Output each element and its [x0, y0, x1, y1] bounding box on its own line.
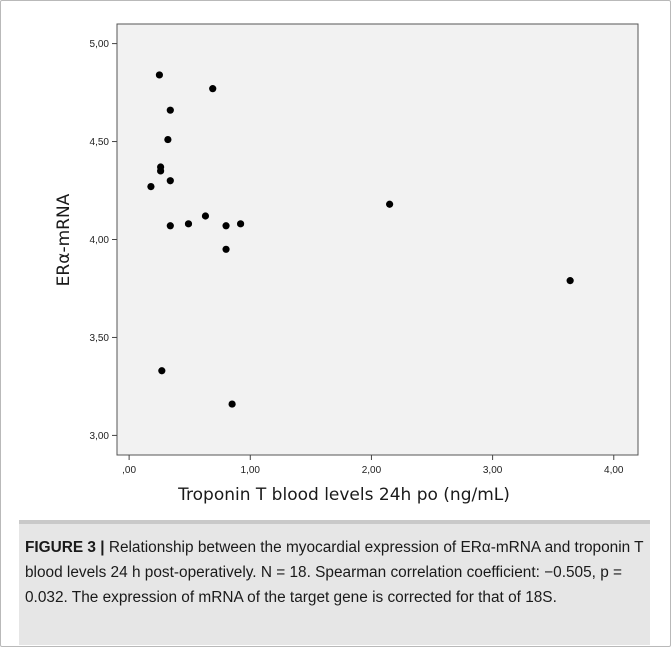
data-point	[228, 400, 236, 408]
y-tick-label: 3,50	[90, 333, 110, 344]
data-point	[158, 367, 166, 375]
x-tick-label: 1,00	[241, 465, 261, 476]
scatter-chart: 3,00 3,50 4,00 4,50 5,00 ,00 1,00 2,00 3,00 4,00…	[54, 23, 639, 505]
data-point	[386, 200, 394, 208]
figure-caption: FIGURE 3 | Relationship between the myoc…	[19, 520, 650, 645]
y-axis: 3,00 3,50 4,00 4,50 5,00	[90, 39, 117, 442]
data-point	[166, 177, 174, 185]
caption-body: Relationship between the myocardial expr…	[25, 539, 644, 606]
figure-label: FIGURE 3 |	[25, 539, 105, 556]
data-point	[201, 212, 210, 220]
y-tick-label: 4,50	[90, 137, 110, 148]
x-tick-label: 3,00	[483, 465, 503, 476]
data-point	[566, 277, 574, 285]
data-point	[147, 183, 155, 191]
data-point	[209, 85, 217, 93]
y-tick-label: 3,00	[90, 431, 110, 442]
y-tick-label: 5,00	[90, 39, 110, 50]
x-axis-title: Troponin T blood levels 24h po (ng/mL)	[177, 485, 510, 505]
data-point	[166, 222, 174, 230]
y-tick-label: 4,00	[90, 235, 110, 246]
caption-text: FIGURE 3 | Relationship between the myoc…	[25, 535, 644, 610]
data-point	[236, 220, 245, 228]
plot-area	[116, 23, 639, 456]
data-points	[147, 71, 574, 408]
x-tick-label: 2,00	[362, 465, 382, 476]
x-tick-label: 4,00	[604, 465, 624, 476]
data-point	[184, 220, 193, 228]
data-point	[222, 222, 230, 230]
y-axis-title: ERα-mRNA	[54, 193, 74, 286]
x-axis: ,00 1,00 2,00 3,00 4,00	[122, 455, 624, 476]
data-point	[164, 135, 172, 144]
data-point	[157, 167, 165, 175]
data-point	[222, 245, 230, 253]
x-tick-label: ,00	[122, 465, 136, 476]
data-point	[166, 106, 174, 114]
data-point	[155, 71, 164, 79]
